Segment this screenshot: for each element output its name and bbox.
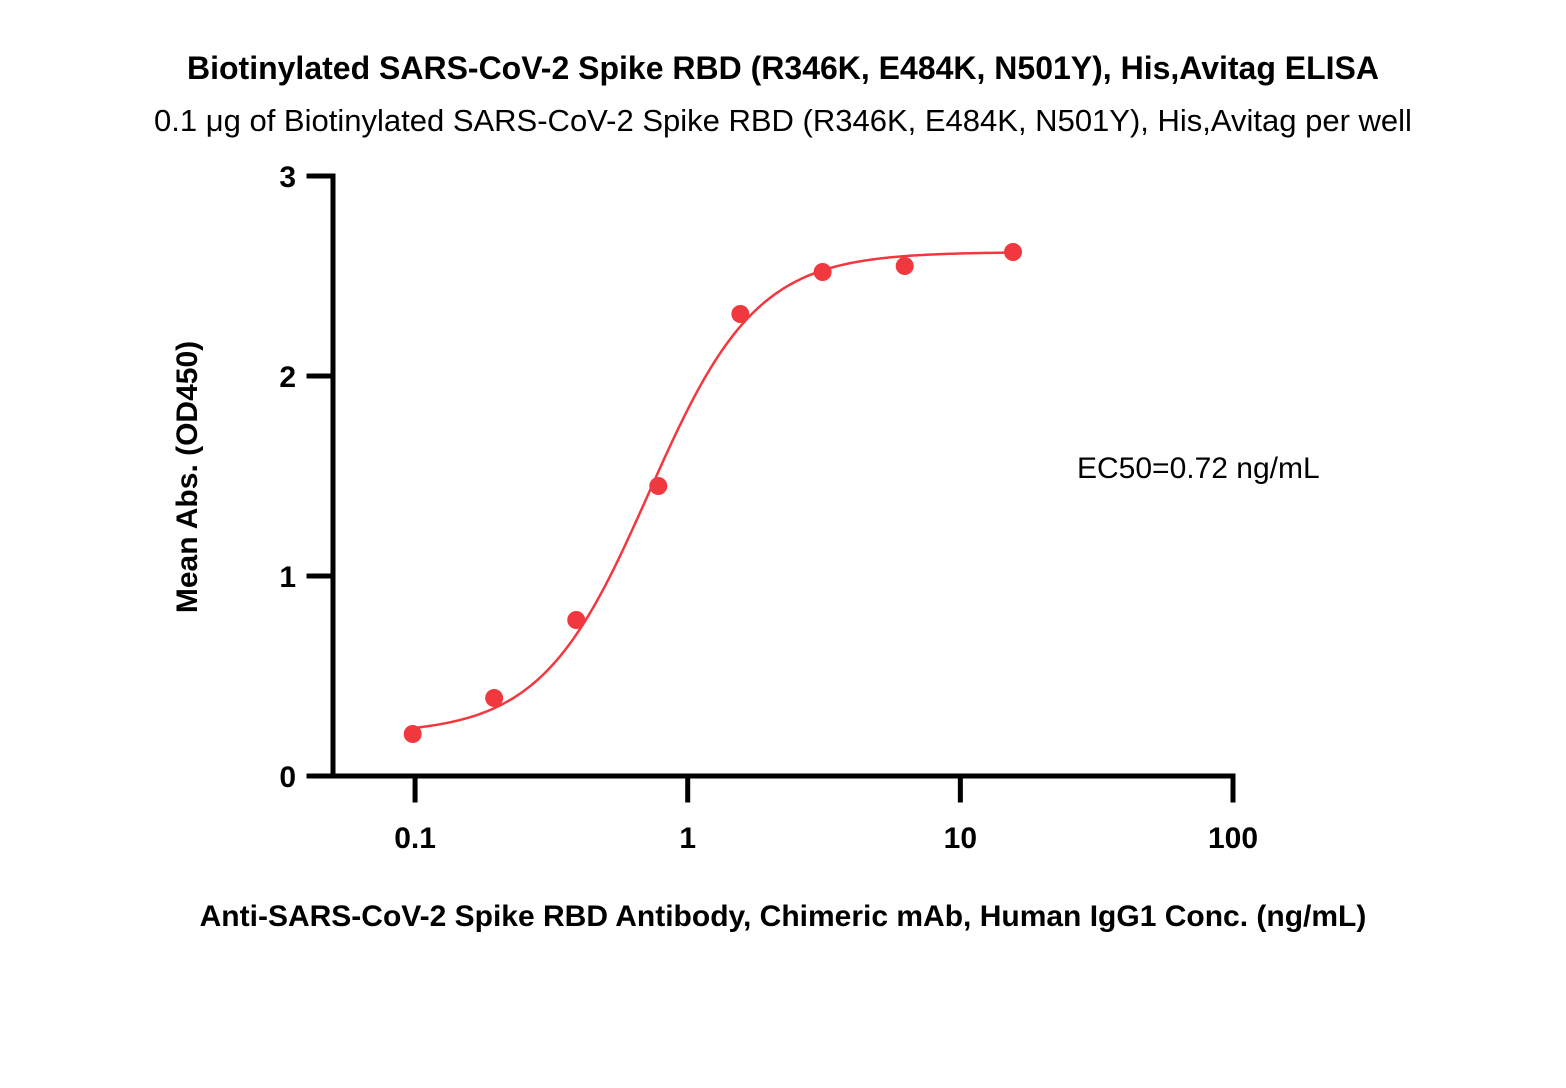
chart-title: Biotinylated SARS-CoV-2 Spike RBD (R346K… — [187, 50, 1379, 86]
data-point-0-0 — [403, 725, 422, 743]
data-point-0-7 — [1004, 243, 1023, 261]
fit-curve-0 — [412, 251, 1014, 730]
y-tick-label-2: 2 — [279, 361, 296, 394]
data-point-0-6 — [895, 257, 914, 275]
data-point-0-5 — [813, 263, 832, 281]
x-tick-label-1: 1 — [679, 822, 696, 855]
x-tick-label-0: 0.1 — [394, 822, 436, 855]
chart-subtitle: 0.1 μg of Biotinylated SARS-CoV-2 Spike … — [154, 103, 1412, 138]
data-point-0-3 — [649, 477, 668, 495]
data-points-layer — [403, 243, 1023, 743]
y-axis-label: Mean Abs. (OD450) — [171, 341, 204, 613]
x-tick-label-3: 100 — [1208, 822, 1258, 855]
fit-curve-layer — [412, 251, 1014, 730]
y-tick-label-1: 1 — [279, 561, 296, 594]
x-tick-label-2: 10 — [944, 822, 977, 855]
ec50-annotation: EC50=0.72 ng/mL — [1077, 452, 1320, 485]
y-tick-label-0: 0 — [279, 761, 296, 794]
data-point-0-1 — [485, 689, 504, 707]
data-point-0-2 — [567, 611, 586, 629]
data-point-0-4 — [731, 305, 750, 323]
y-tick-label-3: 3 — [279, 161, 296, 194]
x-axis-label: Anti-SARS-CoV-2 Spike RBD Antibody, Chim… — [200, 900, 1367, 933]
axes: 0 1 2 3 0.1 1 10 100 — [279, 161, 1258, 855]
